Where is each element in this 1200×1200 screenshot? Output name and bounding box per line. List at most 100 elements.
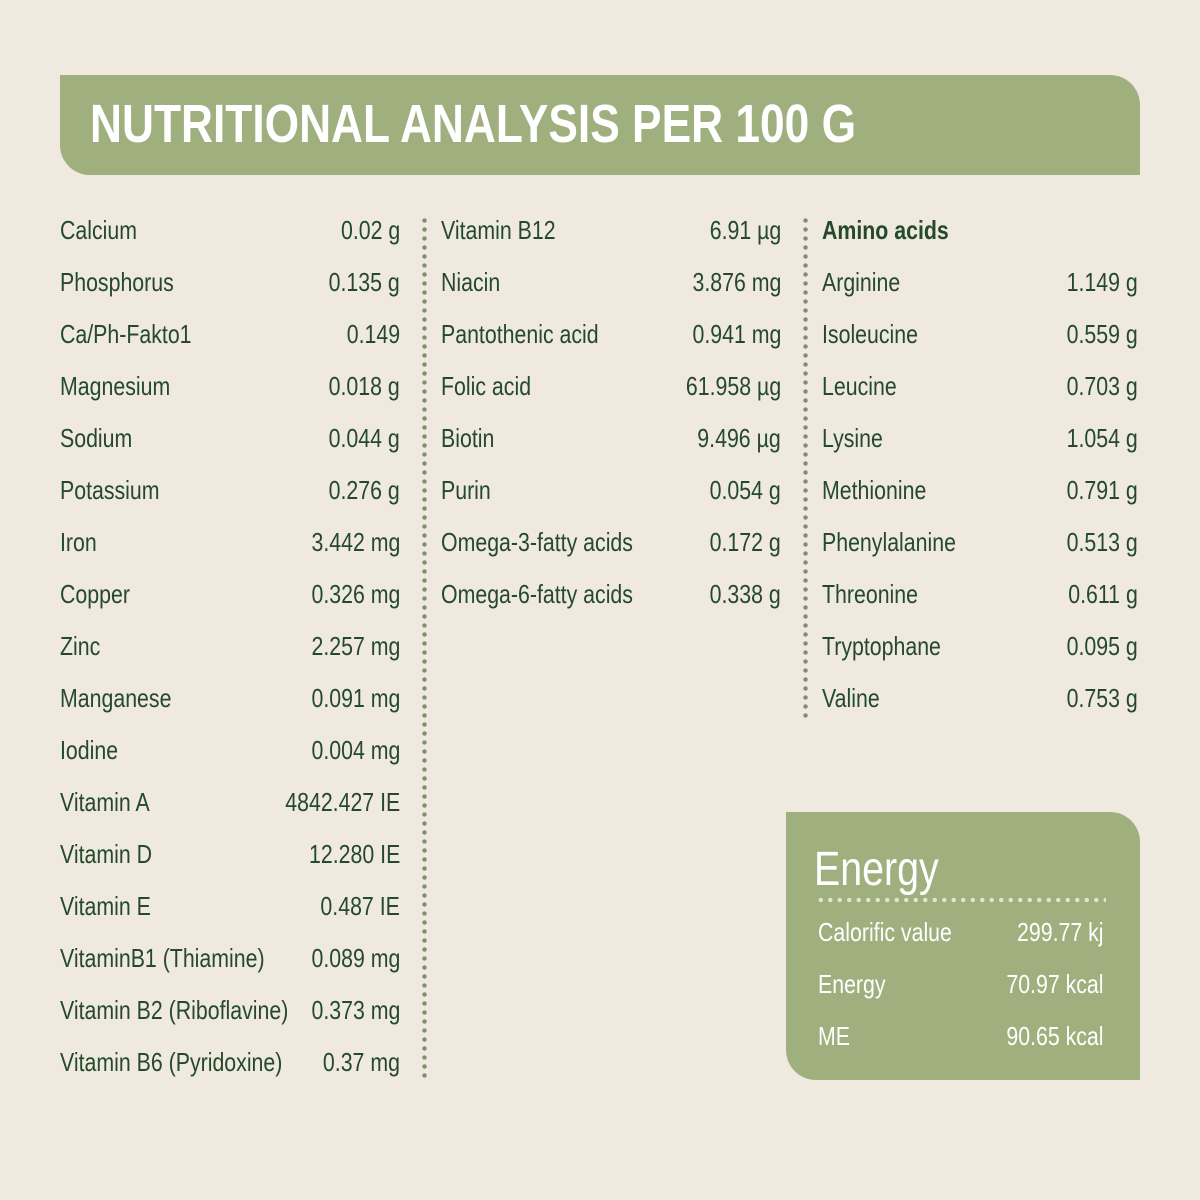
nutrient-value: 0.373 mg [311, 995, 400, 1025]
nutrient-value: 0.326 mg [311, 579, 400, 609]
nutrient-name: VitaminB1 (Thiamine) [60, 943, 265, 973]
nutrient-name: Valine [822, 683, 880, 713]
nutrient-row: Niacin 3.876 mg [441, 257, 781, 309]
nutrient-value: 9.496 µg [697, 423, 781, 453]
energy-row: Energy 70.97 kcal [818, 959, 1104, 1011]
energy-row: Calorific value 299.77 kj [818, 907, 1104, 959]
title-banner: NUTRITIONAL ANALYSIS PER 100 G [60, 75, 1140, 175]
page-title: NUTRITIONAL ANALYSIS PER 100 G [90, 94, 857, 154]
energy-value: 70.97 kcal [1006, 969, 1104, 999]
nutrient-row: Potassium 0.276 g [60, 465, 400, 517]
nutrient-name: Sodium [60, 423, 133, 453]
nutrient-value: 0.02 g [340, 215, 400, 245]
nutrient-row: Methionine 0.791 g [822, 465, 1138, 517]
nutrient-row: Omega-6-fatty acids 0.338 g [441, 569, 781, 621]
nutrient-value: 0.611 g [1068, 579, 1138, 609]
nutrient-name: Vitamin B12 [441, 215, 556, 245]
nutrient-name: Omega-3-fatty acids [441, 527, 633, 557]
energy-value: 90.65 kcal [1006, 1021, 1104, 1051]
nutrient-value: 2.257 mg [311, 631, 400, 661]
nutrient-row: Biotin 9.496 µg [441, 413, 781, 465]
nutrient-value: 0.513 g [1066, 527, 1138, 557]
nutrient-value: 0.172 g [709, 527, 781, 557]
nutrient-name: Vitamin D [60, 839, 153, 869]
nutrient-value: 0.37 mg [322, 1047, 400, 1077]
nutrient-name: Manganese [60, 683, 172, 713]
nutrient-value: 0.753 g [1066, 683, 1138, 713]
nutrient-value: 1.054 g [1066, 423, 1138, 453]
nutrient-name: Iron [60, 527, 97, 557]
nutrient-row: Vitamin B6 (Pyridoxine) 0.37 mg [60, 1037, 400, 1089]
nutrient-value: 3.876 mg [692, 267, 781, 297]
nutrient-row: VitaminB1 (Thiamine) 0.089 mg [60, 933, 400, 985]
nutrient-row: Purin 0.054 g [441, 465, 781, 517]
minerals-vitamins-column: Calcium 0.02 g Phosphorus 0.135 g Ca/Ph-Fa… [60, 205, 400, 1089]
amino-acids-column: Amino acids Arginine 1.149 g Isoleucine 0.… [822, 205, 1138, 725]
nutrient-name: Pantothenic acid [441, 319, 599, 349]
energy-value: 299.77 kj [1017, 917, 1104, 947]
nutrient-name: Calcium [60, 215, 138, 245]
nutrient-value: 0.095 g [1066, 631, 1138, 661]
energy-list: Calorific value 299.77 kj Energy 70.97 kca… [818, 907, 1104, 1063]
nutrient-row: Ca/Ph-Fakto1 0.149 [60, 309, 400, 361]
nutrient-row: Phenylalanine 0.513 g [822, 517, 1138, 569]
nutrient-value: 0.018 g [328, 371, 400, 401]
energy-name: Calorific value [818, 917, 952, 947]
nutrient-value: 0.703 g [1066, 371, 1138, 401]
nutrient-value: 0.044 g [328, 423, 400, 453]
nutrient-name: Potassium [60, 475, 160, 505]
nutrient-row: Valine 0.753 g [822, 673, 1138, 725]
nutrient-name: Vitamin A [60, 787, 150, 817]
energy-name: Energy [818, 969, 886, 999]
nutrient-name: Isoleucine [822, 319, 919, 349]
nutrient-row: Vitamin B12 6.91 µg [441, 205, 781, 257]
dotted-divider [816, 897, 1106, 903]
nutrient-value: 0.091 mg [311, 683, 400, 713]
nutrient-name: Purin [441, 475, 491, 505]
nutrient-row: Copper 0.326 mg [60, 569, 400, 621]
nutrient-name: Lysine [822, 423, 883, 453]
nutrient-row: Omega-3-fatty acids 0.172 g [441, 517, 781, 569]
nutrient-row: Arginine 1.149 g [822, 257, 1138, 309]
nutrient-name: Phenylalanine [822, 527, 956, 557]
section-heading: Amino acids [822, 215, 949, 245]
nutrient-row: Calcium 0.02 g [60, 205, 400, 257]
nutrient-row: Tryptophane 0.095 g [822, 621, 1138, 673]
nutrient-value: 0.135 g [328, 267, 400, 297]
nutrient-name: Omega-6-fatty acids [441, 579, 633, 609]
nutrient-row: Folic acid 61.958 µg [441, 361, 781, 413]
nutrient-row: Manganese 0.091 mg [60, 673, 400, 725]
nutrient-row: Leucine 0.703 g [822, 361, 1138, 413]
nutrient-name: Threonine [822, 579, 919, 609]
nutrient-name: Copper [60, 579, 130, 609]
nutrient-name: Arginine [822, 267, 901, 297]
nutrient-row: Isoleucine 0.559 g [822, 309, 1138, 361]
nutrient-row: Vitamin B2 (Riboflavine) 0.373 mg [60, 985, 400, 1037]
nutrient-row: Vitamin D 12.280 IE [60, 829, 400, 881]
nutrient-name: Vitamin E [60, 891, 151, 921]
nutrient-value: 0.487 IE [320, 891, 400, 921]
nutrient-row: Zinc 2.257 mg [60, 621, 400, 673]
nutrient-value: 3.442 mg [311, 527, 400, 557]
nutrient-name: Folic acid [441, 371, 532, 401]
nutrient-name: Methionine [822, 475, 927, 505]
nutrient-value: 0.276 g [328, 475, 400, 505]
nutrient-row: Iron 3.442 mg [60, 517, 400, 569]
nutrient-value: 0.004 mg [311, 735, 400, 765]
nutrient-value: 0.791 g [1066, 475, 1138, 505]
nutrient-row: Vitamin E 0.487 IE [60, 881, 400, 933]
nutrient-name: Vitamin B6 (Pyridoxine) [60, 1047, 283, 1077]
nutrient-name: Vitamin B2 (Riboflavine) [60, 995, 289, 1025]
nutrient-name: Leucine [822, 371, 897, 401]
energy-name: ME [818, 1021, 850, 1051]
nutrient-row: Vitamin A 4842.427 IE [60, 777, 400, 829]
nutrient-name: Niacin [441, 267, 501, 297]
nutrient-row: Threonine 0.611 g [822, 569, 1138, 621]
nutrient-value: 0.338 g [709, 579, 781, 609]
nutrient-name: Biotin [441, 423, 495, 453]
nutrient-name: Phosphorus [60, 267, 174, 297]
nutrient-name: Iodine [60, 735, 119, 765]
nutrient-row: Iodine 0.004 mg [60, 725, 400, 777]
energy-title: Energy [814, 843, 939, 896]
nutrient-row: Lysine 1.054 g [822, 413, 1138, 465]
